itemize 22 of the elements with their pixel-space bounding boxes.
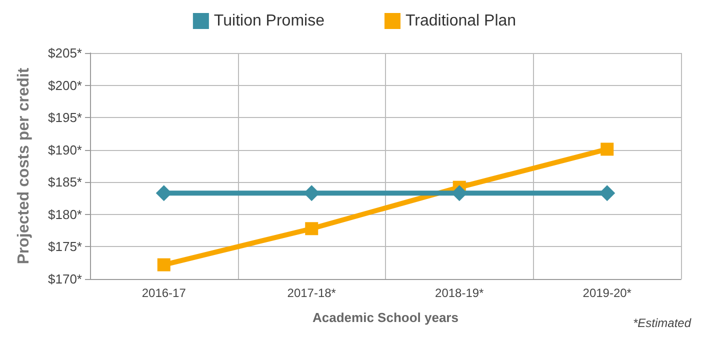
text: *Estimated — [632, 316, 692, 330]
x-tick-label: 2017-18* — [287, 286, 336, 300]
y-tick-label: $175* — [48, 239, 82, 254]
point — [305, 222, 318, 236]
x-tick-label: 2016-17 — [142, 286, 186, 300]
legend-label: Traditional Plan — [405, 12, 516, 30]
point — [156, 185, 172, 202]
y-tick-label: $195* — [48, 110, 82, 126]
point — [599, 185, 616, 202]
legend-label: Tuition Promise — [214, 12, 325, 30]
y-tick-label: $180* — [48, 206, 82, 222]
x-tick-label: 2018-19* — [435, 286, 484, 300]
y-tick-label: $170* — [48, 272, 82, 286]
x-axis-title: Academic School years — [312, 310, 458, 325]
y-axis-title: Projected costs per credit — [16, 67, 32, 264]
y-tick-label: $205* — [48, 46, 82, 60]
y-tick-label: $190* — [48, 142, 82, 158]
point — [157, 258, 170, 272]
y-tick-label: $185* — [48, 174, 82, 190]
point — [600, 142, 614, 156]
y-tick-label: $200* — [48, 78, 82, 93]
x-tick-label: 2019-20* — [582, 286, 632, 300]
